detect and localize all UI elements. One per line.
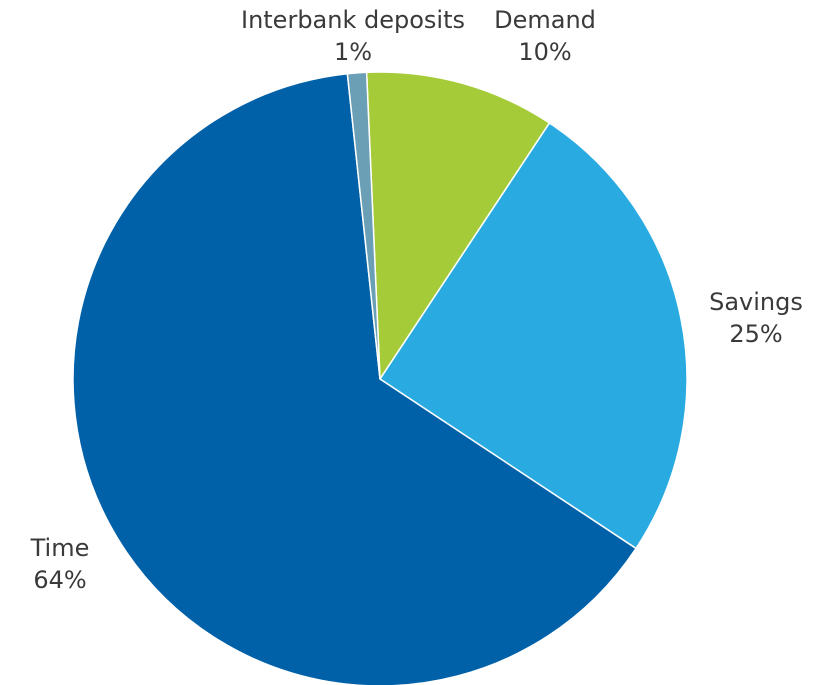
slice-label-savings: Savings 25% bbox=[709, 288, 803, 348]
slice-category-label: Savings bbox=[709, 288, 803, 316]
pie-labels: Demand 10% Savings 25% Time 64% Interbank depo… bbox=[30, 6, 803, 594]
slice-value-label: 10% bbox=[518, 38, 571, 66]
pie-slice-time bbox=[72, 72, 638, 685]
slice-value-label: 25% bbox=[729, 320, 782, 348]
pie-slices bbox=[72, 71, 688, 685]
slice-label-demand: Demand 10% bbox=[494, 6, 596, 66]
pie-slice-interbank-deposits bbox=[346, 71, 381, 380]
slice-category-label: Demand bbox=[494, 6, 596, 34]
slice-value-label: 1% bbox=[334, 38, 372, 66]
slice-label-interbank-deposits: Interbank deposits 1% bbox=[241, 6, 465, 66]
pie-slice-savings bbox=[378, 121, 688, 550]
slice-category-label: Interbank deposits bbox=[241, 6, 465, 34]
slice-label-time: Time 64% bbox=[30, 534, 90, 594]
slice-value-label: 64% bbox=[33, 566, 86, 594]
slice-category-label: Time bbox=[30, 534, 90, 562]
pie-slice-demand bbox=[365, 71, 551, 382]
